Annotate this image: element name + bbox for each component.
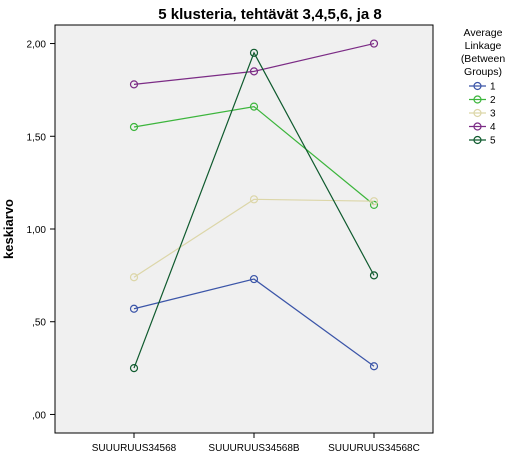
legend-marker — [473, 135, 482, 145]
legend-item-5: 5 — [469, 136, 496, 147]
legend-item-3: 3 — [469, 109, 496, 120]
data-point — [249, 67, 259, 76]
data-point — [249, 102, 259, 111]
x-tick-label: SUUURUUS34568 — [92, 443, 177, 454]
legend-label: 5 — [490, 136, 496, 147]
legend-marker — [473, 108, 482, 118]
chart-title: 5 klusteria, tehtävät 3,4,5,6, ja 8 — [158, 6, 381, 23]
legend-item-4: 4 — [469, 122, 496, 133]
data-point — [129, 122, 139, 132]
series-5 — [129, 48, 379, 373]
data-point — [249, 48, 259, 57]
legend-label: 1 — [490, 82, 496, 93]
y-axis: ,00 ,50 1,00 1,50 2,00 — [27, 40, 55, 421]
legend-item-1: 1 — [469, 82, 496, 93]
legend-title-line: Average — [464, 27, 503, 39]
data-point — [369, 200, 379, 209]
legend-title-line: Linkage — [465, 40, 502, 52]
data-point — [369, 197, 379, 206]
x-tick-label: SUUURUUS34568B — [208, 443, 299, 454]
series-group — [129, 39, 379, 373]
legend-item-2: 2 — [469, 95, 496, 106]
data-point — [129, 304, 139, 313]
data-point — [249, 274, 259, 284]
x-tick-label: SUUURUUS34568C — [328, 443, 420, 454]
plot-area — [54, 24, 434, 434]
legend-marker — [473, 95, 482, 104]
series-line-2 — [133, 105, 375, 206]
legend-label: 4 — [490, 122, 496, 133]
legend-title-line: (Between — [461, 53, 506, 65]
x-axis: SUUURUUS34568 SUUURUUS34568B SUUURUUS34568… — [92, 433, 420, 454]
legend-title-line: Groups) — [464, 66, 502, 78]
y-tick-label: 1,00 — [27, 225, 47, 236]
series-4 — [129, 39, 379, 89]
y-tick-label: 2,00 — [27, 40, 47, 51]
legend-marker — [473, 122, 482, 131]
data-point — [369, 362, 379, 371]
legend-marker — [473, 81, 482, 91]
series-2 — [129, 102, 379, 209]
y-tick-label: ,00 — [32, 410, 46, 421]
data-point — [369, 39, 379, 48]
series-1 — [129, 274, 379, 371]
series-line-5 — [133, 51, 375, 369]
series-line-1 — [133, 278, 375, 367]
data-point — [129, 273, 139, 282]
data-point — [369, 271, 379, 280]
data-point — [129, 363, 139, 373]
y-tick-label: 1,50 — [27, 132, 47, 143]
y-tick-label: ,50 — [32, 318, 46, 329]
data-point — [129, 80, 139, 89]
legend-label: 2 — [490, 95, 496, 106]
data-point — [249, 195, 259, 204]
y-axis-label: keskiarvo — [1, 199, 16, 259]
series-line-4 — [133, 42, 375, 85]
legend-label: 3 — [490, 109, 496, 120]
